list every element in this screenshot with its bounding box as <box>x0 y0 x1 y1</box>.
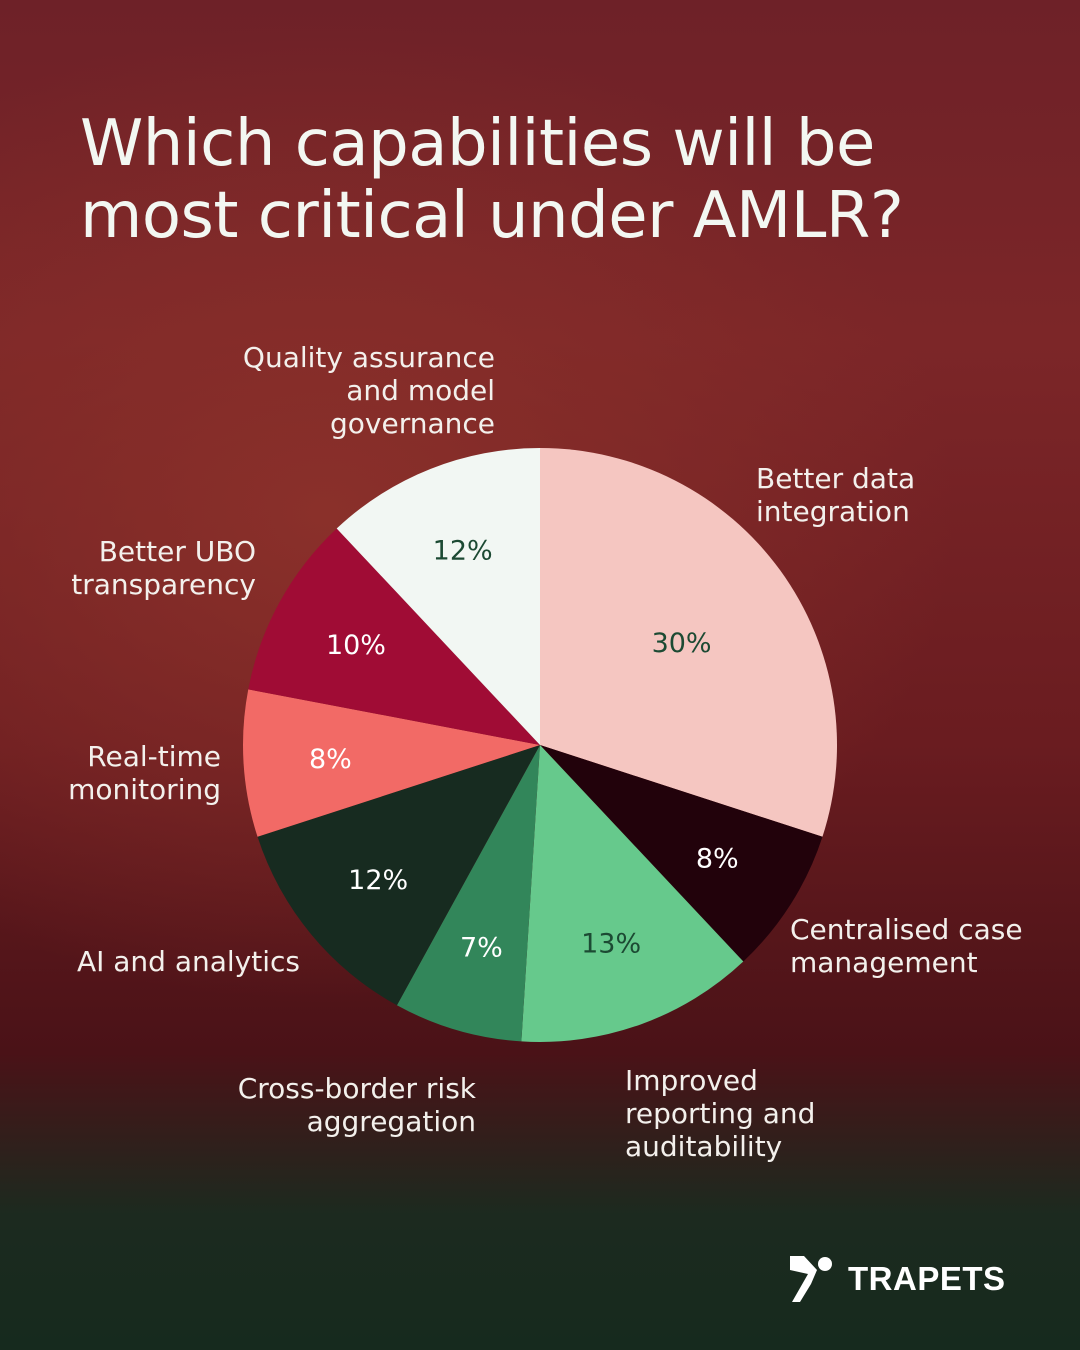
slice-percent-label: 8% <box>309 744 352 775</box>
slice-percent-label: 12% <box>348 865 408 896</box>
pie-slice <box>242 689 540 837</box>
pie-slice <box>521 745 744 1042</box>
slice-percent-label: 13% <box>581 929 641 960</box>
label-better-data-integration: Better data integration <box>756 462 916 528</box>
pie-slice <box>257 745 540 1006</box>
slice-percent-label: 30% <box>652 628 712 659</box>
label-centralised-case-management: Centralised case management <box>790 913 1023 979</box>
label-better-ubo: Better UBO transparency <box>71 535 256 601</box>
slice-percent-label: 12% <box>433 536 493 567</box>
brand-logo: TRAPETS <box>790 1256 1006 1302</box>
label-improved-reporting: Improved reporting and auditability <box>625 1064 816 1163</box>
brand-name: TRAPETS <box>848 1260 1006 1297</box>
pie-slice <box>540 448 838 837</box>
pie-slice <box>248 528 540 745</box>
label-cross-border-risk: Cross-border risk aggregation <box>237 1072 476 1138</box>
trapets-logo-icon <box>790 1256 832 1302</box>
label-real-time-monitoring: Real-time monitoring <box>68 740 221 806</box>
slice-percent-label: 7% <box>460 933 503 964</box>
slice-percent-label: 8% <box>696 844 739 875</box>
pie-slice <box>540 745 823 962</box>
page-title: Which capabilities will be most critical… <box>80 107 904 253</box>
slice-percent-label: 10% <box>326 630 386 661</box>
label-ai-analytics: AI and analytics <box>76 945 300 978</box>
pie-slice <box>336 448 540 745</box>
label-quality-assurance: Quality assurance and model governance <box>242 341 495 440</box>
pie-slice <box>396 745 540 1042</box>
